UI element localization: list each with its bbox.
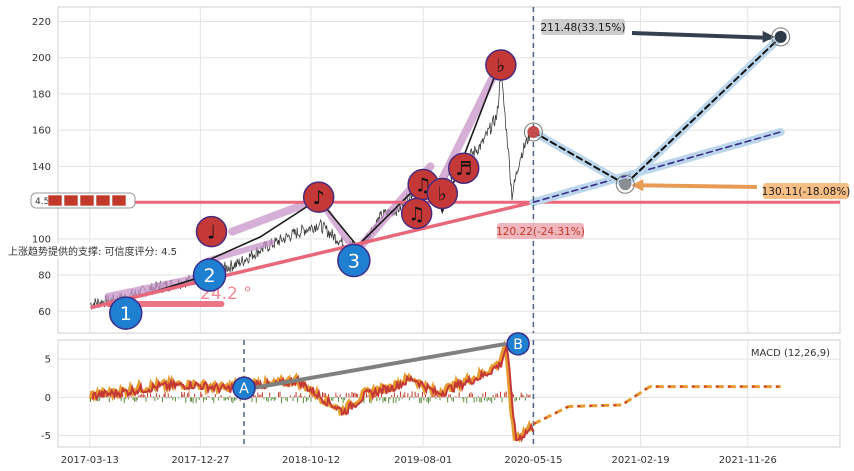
target-label-low-box	[763, 183, 849, 199]
wave-badge-label: 1	[120, 303, 132, 325]
macd-plot-area	[57, 339, 841, 448]
wave-badge	[192, 258, 227, 292]
support-price-label: 120.22(-24.31%)	[496, 226, 585, 238]
x-tick-label: 2018-10-12	[282, 455, 340, 466]
price-y-tick-label: 100	[32, 234, 51, 245]
note-badge	[195, 215, 228, 248]
note-badge-glyph: ♩	[207, 222, 216, 244]
projection-line-dashed	[532, 130, 627, 186]
current-point	[527, 125, 540, 138]
rating-cell	[95, 194, 111, 207]
current-point-ring	[523, 122, 543, 142]
x-tick-label: 2017-03-13	[61, 455, 119, 466]
target-arrow-head	[762, 30, 775, 43]
note-badge	[426, 177, 459, 210]
macd-marker-label: B	[513, 337, 523, 353]
macd-marker	[506, 332, 530, 356]
macd-y-tick-label: -5	[41, 431, 51, 442]
projection-line-dashed	[624, 35, 782, 186]
target-point-high	[774, 30, 787, 43]
macd-line	[91, 343, 535, 443]
wave-badge	[337, 243, 371, 278]
note-badge-glyph: ♫	[408, 203, 425, 225]
x-tick-label: 2021-11-26	[719, 455, 777, 466]
macd-title: MACD (12,26,9)	[751, 348, 830, 359]
divergence-connector	[251, 341, 507, 391]
note-badge	[485, 49, 517, 81]
macd-marker	[232, 376, 256, 400]
target-point-high-ring	[771, 27, 791, 47]
wave-badge-label: 3	[348, 251, 360, 273]
trend-highlight	[431, 60, 503, 198]
note-badge-glyph: ♭	[438, 184, 447, 206]
target-point-low-ring	[615, 174, 635, 194]
rating-cell	[79, 194, 95, 207]
note-badge-glyph: ♬	[455, 158, 472, 180]
support-box-label: 4.5	[35, 197, 49, 207]
target-label-low: 130.11(-18.08%)	[762, 186, 851, 198]
target-point-low	[619, 178, 632, 191]
target-label-high-box	[541, 19, 625, 35]
rating-cell	[111, 194, 127, 207]
x-tick-label: 2017-12-27	[171, 455, 229, 466]
macd-marker-label: A	[239, 381, 249, 397]
rising-support-line	[90, 200, 534, 310]
macd-y-tick-label: 0	[45, 393, 51, 404]
macd-y-tick-label: 5	[45, 355, 51, 366]
rating-cell	[63, 194, 79, 207]
support-label-box	[5, 243, 183, 259]
price-y-tick-label: 60	[38, 307, 51, 318]
x-tick-label: 2019-08-01	[394, 455, 452, 466]
trend-highlight	[204, 239, 275, 264]
note-badge	[400, 197, 433, 230]
wave-badge	[109, 296, 143, 330]
rating-cell	[47, 194, 63, 207]
support-label: 上涨趋势提供的支撑: 可信度评分: 4.5	[8, 245, 177, 258]
target-label-high: 211.48(33.15%)	[541, 22, 626, 34]
price-y-tick-label: 160	[32, 126, 51, 137]
price-y-tick-label: 220	[32, 17, 51, 28]
price-y-tick-label: 200	[32, 53, 51, 64]
target-arrow	[631, 31, 771, 40]
note-badge	[447, 152, 480, 184]
note-badge-glyph: ♭	[496, 55, 505, 77]
support-price-label-box	[497, 223, 584, 239]
x-tick-label: 2021-02-19	[612, 455, 670, 466]
note-badge	[302, 181, 335, 213]
note-badge-glyph: ♪	[313, 187, 325, 209]
wave-badge-label: 2	[204, 265, 216, 287]
projection-line-lower	[532, 131, 782, 204]
trend-highlight	[104, 274, 200, 301]
price-y-tick-label: 180	[32, 89, 51, 100]
target-arrow	[637, 183, 758, 189]
trend-highlight	[228, 194, 323, 236]
price-y-tick-label: 80	[38, 271, 51, 282]
price-y-tick-label: 140	[32, 162, 51, 173]
macd-projection-line	[533, 385, 781, 425]
target-arrow-head	[631, 179, 644, 192]
x-tick-label: 2020-05-15	[504, 455, 562, 466]
